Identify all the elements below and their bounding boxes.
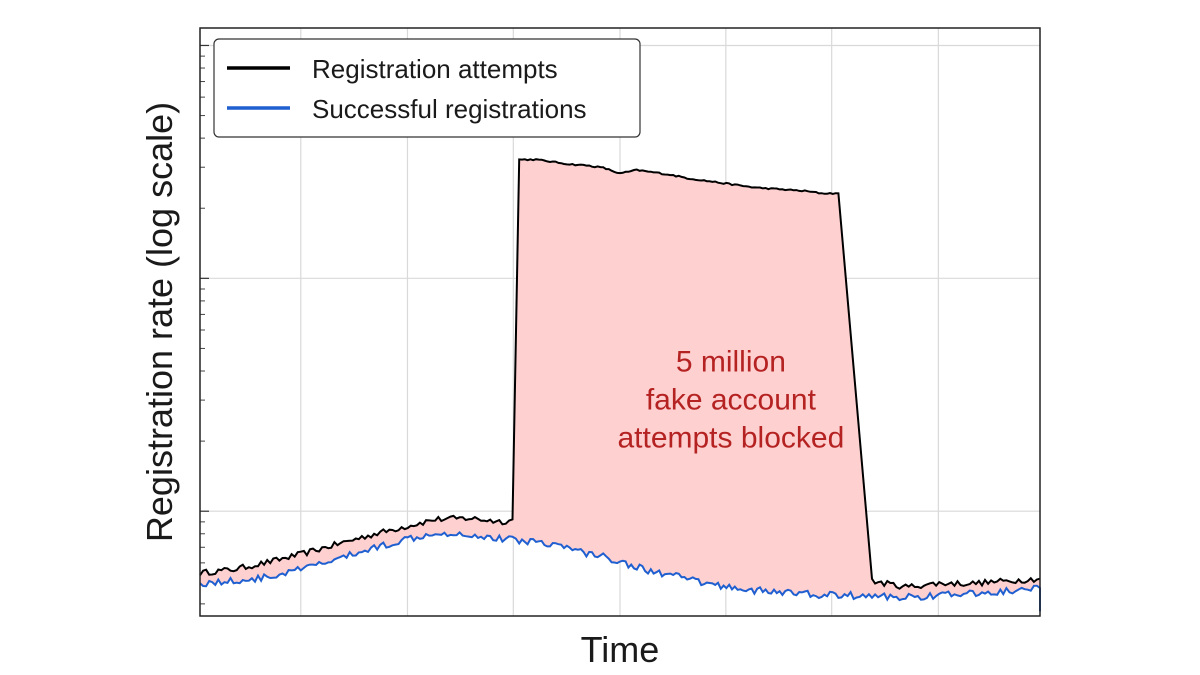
blocked-attempts-fill (200, 159, 1040, 612)
series-line-registration-attempts (199, 158, 1041, 590)
x-axis-label: Time (581, 629, 660, 670)
y-axis-label: Registration rate (log scale) (139, 102, 180, 542)
legend-box (213, 38, 641, 138)
annotation-blocked-attempts: 5 million fake account attempts blocked (617, 345, 844, 454)
annotation-line: 5 million (676, 345, 786, 378)
series-line-successful-registrations (199, 531, 1041, 612)
annotation-line: fake account (646, 383, 817, 416)
annotation-line: attempts blocked (617, 421, 844, 454)
legend-label-successful-registrations: Successful registrations (312, 94, 587, 124)
legend-label-registration-attempts: Registration attempts (312, 54, 558, 84)
plot-frame (199, 27, 1041, 617)
legend: Registration attempts Successful registr… (213, 38, 641, 138)
minor-ticks (200, 44, 209, 605)
